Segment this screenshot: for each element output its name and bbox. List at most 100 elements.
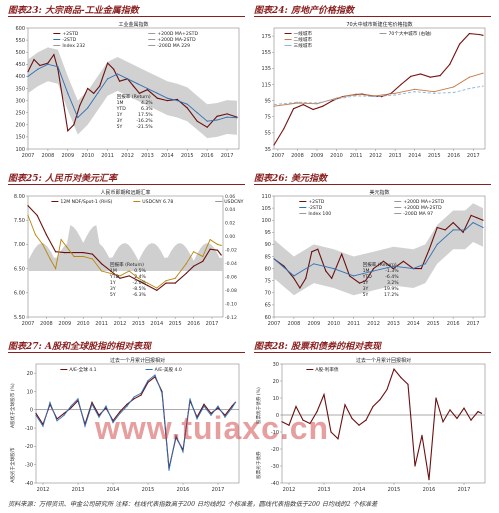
- y-tick-label: 80: [265, 266, 271, 272]
- data-point: [210, 414, 212, 416]
- y-tick-label: 85: [265, 254, 271, 260]
- x-tick-label: 2015: [142, 487, 155, 493]
- data-point: [393, 368, 395, 370]
- inset-row-label: 5Y: [110, 292, 116, 298]
- title-rule: [8, 352, 245, 353]
- y-tick-label: 6.50: [14, 266, 25, 272]
- data-point: [400, 377, 402, 379]
- inset-row-value: -21.5%: [136, 124, 153, 130]
- y-tick-label: 135: [261, 66, 271, 72]
- legend-label: -200D MA 229: [157, 43, 190, 49]
- y-tick-label: 300: [15, 98, 25, 104]
- data-point: [220, 254, 222, 256]
- data-point: [305, 277, 307, 279]
- y-tick-label: 95: [265, 98, 271, 104]
- data-point: [449, 409, 451, 411]
- x-tick-label: 2014: [408, 153, 421, 159]
- data-point: [99, 85, 101, 87]
- data-point: [407, 383, 409, 385]
- data-point: [39, 64, 41, 67]
- data-point: [101, 263, 103, 265]
- inset-row-label: 3Y: [110, 286, 116, 292]
- data-point: [176, 98, 178, 100]
- x-tick-label: 2014: [150, 321, 163, 327]
- x-tick-label: 2017: [467, 153, 480, 159]
- data-point: [165, 282, 167, 284]
- data-point: [217, 405, 219, 407]
- data-point: [435, 397, 437, 399]
- data-point: [156, 92, 158, 94]
- data-point: [341, 253, 343, 255]
- inset-row-label: 3Y: [117, 118, 123, 124]
- data-point: [333, 268, 335, 270]
- data-point: [216, 249, 219, 251]
- data-point: [281, 421, 283, 423]
- data-point: [273, 104, 275, 106]
- y-tick-label: 55: [265, 131, 271, 137]
- y-axis-label-bottom: A股劣于全球股市: [9, 447, 16, 483]
- y-tick-label: 100: [15, 147, 25, 153]
- data-point: [105, 405, 107, 407]
- data-point: [456, 417, 458, 419]
- data-point: [53, 54, 55, 56]
- data-point: [202, 260, 204, 262]
- data-point: [394, 94, 396, 96]
- x-tick-label: 2014: [353, 487, 366, 493]
- panel-c24: 图表24: 房地产价格指数 70大中城市新建住宅价格指数 35 55 75 95 115 1…: [254, 3, 491, 163]
- data-point: [288, 424, 290, 426]
- data-point: [196, 418, 198, 420]
- y-tick-label: -20: [271, 447, 279, 453]
- y-axis-label-bottom-group: 股票劣于债券: [255, 451, 262, 479]
- inset-row-value: -8.5%: [133, 286, 147, 292]
- data-point: [73, 124, 75, 126]
- data-point: [203, 405, 205, 407]
- y-tick-label: 350: [15, 86, 25, 92]
- data-point: [166, 97, 168, 99]
- inset-row-value: 0.5%: [134, 268, 146, 274]
- data-point: [136, 83, 139, 85]
- x-tick-label: 2013: [389, 153, 402, 159]
- data-point: [452, 229, 454, 231]
- data-point: [203, 403, 205, 405]
- data-point: [67, 130, 69, 132]
- x-tick-label: 2012: [114, 321, 127, 327]
- data-point: [394, 92, 396, 94]
- source-note: 资料来源：万得资讯、申金公司研究所 注释：柱线代表指数高于200 日均线的2 个…: [8, 501, 378, 508]
- x-tick-label: 2009: [58, 321, 71, 327]
- x-tick-label: 2017: [467, 321, 480, 327]
- x-tick-label: 2012: [369, 153, 382, 159]
- chart-title: 人民币即期和远期汇率: [100, 189, 150, 196]
- inset-header: 回报率 (Return): [117, 93, 151, 100]
- legend-label: A股-利率债: [315, 366, 339, 373]
- data-point: [482, 72, 484, 74]
- chart-c27: 过去一个月累计回报相对 -40 -30 -20 -10 0 10 20 2012 2013 2014…: [9, 357, 240, 493]
- data-point: [147, 284, 149, 287]
- data-point: [119, 411, 121, 413]
- y-tick-label: 250: [15, 111, 25, 117]
- x-tick-label: 2015: [427, 321, 440, 327]
- y2-tick-label: 0.06: [225, 194, 235, 200]
- data-point: [231, 407, 233, 409]
- data-point: [166, 100, 168, 102]
- data-point: [477, 411, 479, 413]
- y-axis-label-group: A股优于全球股市 (%): [9, 383, 16, 428]
- data-point: [273, 105, 275, 107]
- data-point: [186, 107, 188, 109]
- data-point: [117, 73, 119, 75]
- y-tick-label: 5.50: [14, 315, 25, 321]
- inset-row-label: YTD: [362, 274, 373, 280]
- x-tick-label: 2016: [187, 321, 200, 327]
- y-tick-label: 115: [261, 82, 271, 88]
- data-point: [392, 268, 394, 270]
- data-point: [296, 101, 298, 103]
- x-tick-label: 2010: [77, 321, 90, 327]
- plot-frame: [273, 27, 486, 150]
- data-point: [482, 226, 484, 229]
- legend-label: 二线城市: [294, 36, 313, 43]
- data-point: [147, 381, 149, 383]
- panel-title: 图表23: 大宗商品-工业金属指数: [8, 6, 139, 16]
- data-point: [470, 214, 472, 216]
- data-point: [379, 399, 381, 401]
- data-point: [375, 96, 377, 98]
- panel-title: 图表27: A股和全球股指的相对表现: [8, 342, 151, 352]
